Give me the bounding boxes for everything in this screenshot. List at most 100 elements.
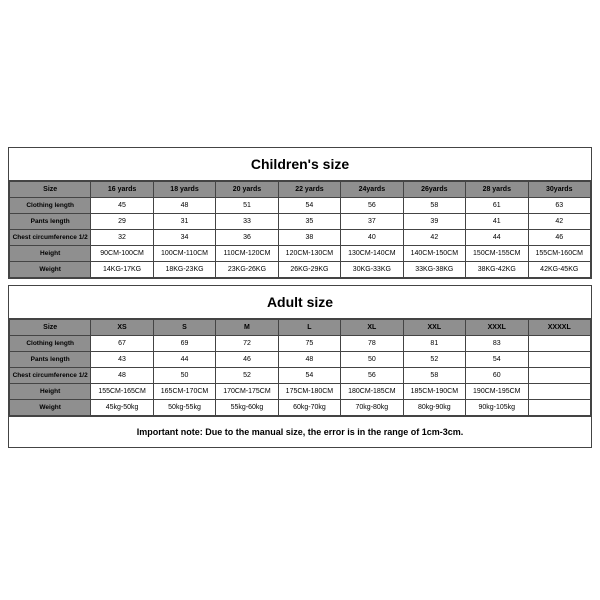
table-row: Clothing length67697275788183 bbox=[10, 335, 591, 351]
cell: 23KG-26KG bbox=[216, 261, 278, 277]
cell: 44 bbox=[153, 351, 215, 367]
cell: 81 bbox=[403, 335, 465, 351]
cell: 190CM-195CM bbox=[466, 383, 528, 399]
cell: 90CM-100CM bbox=[91, 245, 153, 261]
cell: 90kg-105kg bbox=[466, 399, 528, 415]
cell: 180CM-185CM bbox=[341, 383, 403, 399]
cell: 41 bbox=[466, 213, 528, 229]
col-header: Size bbox=[10, 181, 91, 197]
cell: 140CM-150CM bbox=[403, 245, 465, 261]
cell: 34 bbox=[153, 229, 215, 245]
cell: 75 bbox=[278, 335, 340, 351]
col-header: XXXL bbox=[466, 319, 528, 335]
col-header: XL bbox=[341, 319, 403, 335]
row-label: Clothing length bbox=[10, 197, 91, 213]
cell: 52 bbox=[216, 367, 278, 383]
table-row: Pants length2931333537394142 bbox=[10, 213, 591, 229]
row-label: Height bbox=[10, 245, 91, 261]
cell: 42 bbox=[528, 213, 591, 229]
col-header: 22 yards bbox=[278, 181, 340, 197]
row-label: Clothing length bbox=[10, 335, 91, 351]
cell: 37 bbox=[341, 213, 403, 229]
cell bbox=[528, 367, 591, 383]
cell: 55kg-60kg bbox=[216, 399, 278, 415]
col-header: S bbox=[153, 319, 215, 335]
cell: 46 bbox=[528, 229, 591, 245]
cell: 42 bbox=[403, 229, 465, 245]
cell: 48 bbox=[278, 351, 340, 367]
col-header: Size bbox=[10, 319, 91, 335]
col-header: L bbox=[278, 319, 340, 335]
cell: 58 bbox=[403, 367, 465, 383]
adult-table: Size XS S M L XL XXL XXXL XXXXL Clothing… bbox=[9, 319, 591, 416]
col-header: 28 yards bbox=[466, 181, 528, 197]
cell: 38KG-42KG bbox=[466, 261, 528, 277]
col-header: XS bbox=[91, 319, 153, 335]
row-label: Chest circumference 1/2 bbox=[10, 229, 91, 245]
cell: 46 bbox=[216, 351, 278, 367]
cell: 54 bbox=[278, 367, 340, 383]
cell: 70kg-80kg bbox=[341, 399, 403, 415]
cell: 52 bbox=[403, 351, 465, 367]
col-header: 18 yards bbox=[153, 181, 215, 197]
cell: 63 bbox=[528, 197, 591, 213]
col-header: M bbox=[216, 319, 278, 335]
cell: 18KG-23KG bbox=[153, 261, 215, 277]
cell bbox=[528, 399, 591, 415]
cell: 72 bbox=[216, 335, 278, 351]
row-label: Height bbox=[10, 383, 91, 399]
cell: 130CM-140CM bbox=[341, 245, 403, 261]
col-header: 16 yards bbox=[91, 181, 153, 197]
children-title: Children's size bbox=[9, 148, 591, 181]
col-header: 24yards bbox=[341, 181, 403, 197]
cell: 56 bbox=[341, 367, 403, 383]
cell: 30KG-33KG bbox=[341, 261, 403, 277]
cell: 50 bbox=[153, 367, 215, 383]
cell: 40 bbox=[341, 229, 403, 245]
children-header-row: Size 16 yards 18 yards 20 yards 22 yards… bbox=[10, 181, 591, 197]
cell: 155CM-165CM bbox=[91, 383, 153, 399]
cell: 31 bbox=[153, 213, 215, 229]
cell: 26KG-29KG bbox=[278, 261, 340, 277]
adult-title: Adult size bbox=[9, 286, 591, 319]
children-size-block: Children's size Size 16 yards 18 yards 2… bbox=[8, 147, 592, 279]
cell: 150CM-155CM bbox=[466, 245, 528, 261]
cell: 60 bbox=[466, 367, 528, 383]
cell: 83 bbox=[466, 335, 528, 351]
cell: 32 bbox=[91, 229, 153, 245]
cell: 78 bbox=[341, 335, 403, 351]
cell: 69 bbox=[153, 335, 215, 351]
cell: 14KG-17KG bbox=[91, 261, 153, 277]
table-row: Chest circumference 1/23234363840424446 bbox=[10, 229, 591, 245]
cell: 35 bbox=[278, 213, 340, 229]
cell bbox=[528, 351, 591, 367]
cell: 48 bbox=[153, 197, 215, 213]
adult-header-row: Size XS S M L XL XXL XXXL XXXXL bbox=[10, 319, 591, 335]
table-row: Pants length43444648505254 bbox=[10, 351, 591, 367]
cell: 155CM-160CM bbox=[528, 245, 591, 261]
col-header: XXXXL bbox=[528, 319, 591, 335]
row-label: Weight bbox=[10, 399, 91, 415]
cell: 48 bbox=[91, 367, 153, 383]
table-row: Weight14KG-17KG18KG-23KG23KG-26KG26KG-29… bbox=[10, 261, 591, 277]
cell: 29 bbox=[91, 213, 153, 229]
row-label: Pants length bbox=[10, 351, 91, 367]
cell: 54 bbox=[278, 197, 340, 213]
important-note: Important note: Due to the manual size, … bbox=[9, 416, 591, 447]
cell: 54 bbox=[466, 351, 528, 367]
col-header: XXL bbox=[403, 319, 465, 335]
cell: 170CM-175CM bbox=[216, 383, 278, 399]
table-row: Height90CM-100CM100CM-110CM110CM-120CM12… bbox=[10, 245, 591, 261]
cell: 38 bbox=[278, 229, 340, 245]
table-row: Clothing length4548515456586163 bbox=[10, 197, 591, 213]
cell: 110CM-120CM bbox=[216, 245, 278, 261]
cell: 60kg-70kg bbox=[278, 399, 340, 415]
cell: 45 bbox=[91, 197, 153, 213]
row-label: Weight bbox=[10, 261, 91, 277]
cell: 67 bbox=[91, 335, 153, 351]
row-label: Pants length bbox=[10, 213, 91, 229]
cell: 36 bbox=[216, 229, 278, 245]
cell: 33KG-38KG bbox=[403, 261, 465, 277]
cell: 58 bbox=[403, 197, 465, 213]
cell: 42KG-45KG bbox=[528, 261, 591, 277]
